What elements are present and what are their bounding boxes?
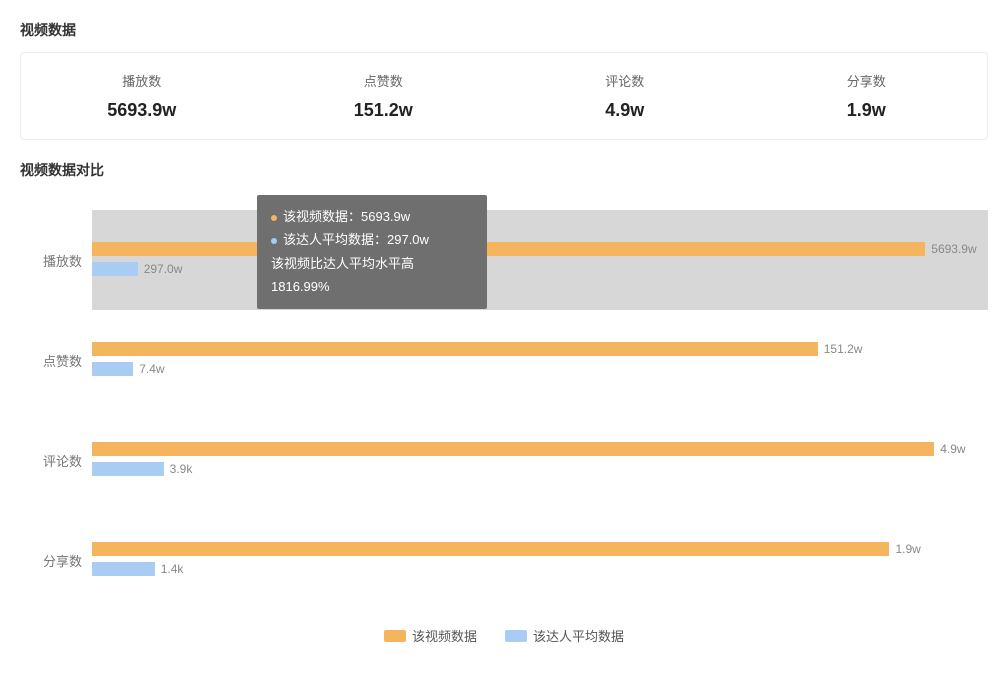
category-label: 评论数 [20, 451, 92, 470]
legend-label: 该视频数据 [412, 626, 477, 645]
stat-value: 151.2w [263, 100, 505, 121]
bars-container: 1.9w 1.4k [92, 542, 988, 578]
legend-item-video[interactable]: 该视频数据 [384, 626, 477, 645]
bar-value-label: 1.9w [895, 542, 920, 556]
bar-fill [92, 342, 818, 356]
stat-label: 评论数 [504, 71, 746, 90]
bar-value-label: 7.4w [139, 362, 164, 376]
bars-container: 151.2w 7.4w [92, 342, 988, 378]
stats-card: 播放数 5693.9w 点赞数 151.2w 评论数 4.9w 分享数 1.9w [20, 52, 988, 140]
stat-plays: 播放数 5693.9w [21, 71, 263, 121]
bar-fill [92, 442, 934, 456]
tooltip-dot-icon [271, 238, 277, 244]
tooltip-summary: 该视频比达人平均水平高 1816.99% [271, 252, 473, 299]
stat-label: 点赞数 [263, 71, 505, 90]
category-label: 分享数 [20, 551, 92, 570]
stat-label: 播放数 [21, 71, 263, 90]
legend-swatch-icon [505, 630, 527, 642]
bar-fill [92, 242, 925, 256]
category-label: 点赞数 [20, 351, 92, 370]
chart-group[interactable]: 点赞数 151.2w 7.4w [20, 310, 988, 410]
stat-value: 1.9w [746, 100, 988, 121]
bar-value-label: 1.4k [161, 562, 184, 576]
chart-tooltip: 该视频数据：5693.9w 该达人平均数据：297.0w 该视频比达人平均水平高… [257, 195, 487, 309]
tooltip-dot-icon [271, 215, 277, 221]
stats-title: 视频数据 [0, 0, 1008, 52]
bar-fill [92, 562, 155, 576]
bar-fill [92, 362, 133, 376]
chart-body: 该视频数据：5693.9w 该达人平均数据：297.0w 该视频比达人平均水平高… [20, 192, 988, 610]
bar-value-label: 4.9w [940, 442, 965, 456]
tooltip-row: 该视频数据：5693.9w [271, 205, 473, 228]
bar-fill [92, 462, 164, 476]
bar-fill [92, 542, 889, 556]
category-label: 播放数 [20, 251, 92, 270]
stat-label: 分享数 [746, 71, 988, 90]
bar-value-label: 297.0w [144, 262, 183, 276]
bar-video[interactable]: 1.9w [92, 542, 988, 556]
chart-legend: 该视频数据 该达人平均数据 [20, 626, 988, 645]
bar-peer[interactable]: 7.4w [92, 362, 988, 376]
bar-fill [92, 262, 138, 276]
bar-peer[interactable]: 297.0w [92, 262, 988, 276]
bar-value-label: 3.9k [170, 462, 193, 476]
bar-video[interactable]: 151.2w [92, 342, 988, 356]
chart-area: 该视频数据：5693.9w 该达人平均数据：297.0w 该视频比达人平均水平高… [0, 192, 1008, 645]
bars-container: 5693.9w 297.0w [92, 242, 988, 278]
stat-likes: 点赞数 151.2w [263, 71, 505, 121]
bars-container: 4.9w 3.9k [92, 442, 988, 478]
bar-peer[interactable]: 3.9k [92, 462, 988, 476]
bar-value-label: 5693.9w [931, 242, 976, 256]
stat-shares: 分享数 1.9w [746, 71, 988, 121]
bar-peer[interactable]: 1.4k [92, 562, 988, 576]
legend-label: 该达人平均数据 [533, 626, 624, 645]
tooltip-text: 该达人平均数据：297.0w [283, 232, 429, 247]
chart-group[interactable]: 评论数 4.9w 3.9k [20, 410, 988, 510]
stat-value: 4.9w [504, 100, 746, 121]
tooltip-text: 该视频数据：5693.9w [283, 209, 410, 224]
legend-swatch-icon [384, 630, 406, 642]
legend-item-peer[interactable]: 该达人平均数据 [505, 626, 624, 645]
bar-video[interactable]: 5693.9w [92, 242, 988, 256]
tooltip-row: 该达人平均数据：297.0w [271, 228, 473, 251]
chart-group[interactable]: 分享数 1.9w 1.4k [20, 510, 988, 610]
bar-value-label: 151.2w [824, 342, 863, 356]
bar-video[interactable]: 4.9w [92, 442, 988, 456]
chart-group[interactable]: 播放数 5693.9w 297.0w [20, 210, 988, 310]
stat-comments: 评论数 4.9w [504, 71, 746, 121]
chart-title: 视频数据对比 [0, 140, 1008, 192]
stat-value: 5693.9w [21, 100, 263, 121]
